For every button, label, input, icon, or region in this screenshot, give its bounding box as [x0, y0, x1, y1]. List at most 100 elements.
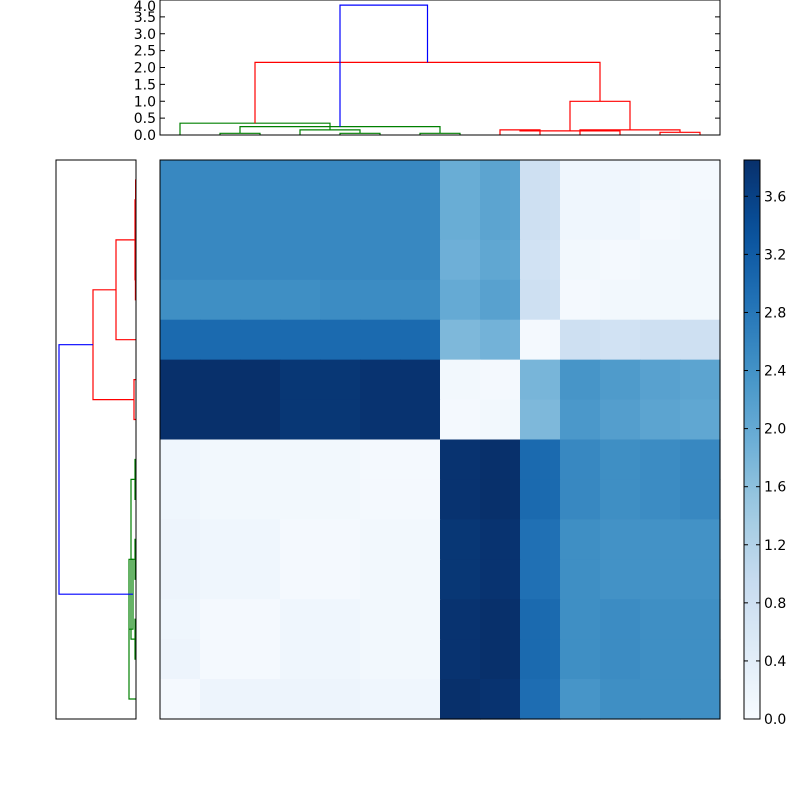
- heatmap-cell: [280, 199, 321, 241]
- heatmap-cell: [440, 239, 481, 281]
- heatmap-cell: [320, 439, 361, 481]
- heatmap-cell: [320, 199, 361, 241]
- heatmap-cell: [600, 239, 641, 281]
- heatmap-cell: [360, 199, 401, 241]
- heatmap-cell: [280, 279, 321, 321]
- left-dendrogram: [55, 159, 137, 720]
- heatmap-cell: [480, 559, 521, 600]
- heatmap-cell: [160, 559, 201, 600]
- heatmap-cell: [680, 479, 721, 520]
- heatmap-cell: [280, 559, 321, 600]
- heatmap-cell: [520, 679, 561, 720]
- heatmap: [159, 159, 721, 720]
- colorbar-ticks: 0.0 0.4 0.8 1.2 1.6 2.0 2.4 2.8 3.2 3.6: [744, 189, 786, 728]
- heatmap-cell: [160, 599, 201, 640]
- heatmap-cell: [320, 359, 361, 401]
- top-dendrogram-tick-label: 3.0: [134, 27, 156, 43]
- heatmap-cell: [160, 160, 201, 201]
- heatmap-cell: [680, 599, 721, 640]
- heatmap-cell: [320, 599, 361, 640]
- colorbar-tick-label: 0.8: [764, 596, 786, 612]
- heatmap-cell: [520, 479, 561, 520]
- heatmap-cell: [680, 279, 721, 321]
- heatmap-cell: [240, 479, 281, 520]
- heatmap-cell: [400, 519, 441, 560]
- heatmap-cell: [680, 359, 721, 401]
- heatmap-cell: [280, 239, 321, 281]
- heatmap-cell: [360, 399, 401, 441]
- heatmap-cell: [200, 279, 241, 321]
- heatmap-cell: [560, 199, 601, 241]
- heatmap-cell: [240, 359, 281, 401]
- colorbar-tick-label: 2.0: [764, 422, 786, 438]
- top-dendrogram-tick-label: 3.5: [134, 10, 156, 26]
- heatmap-cell: [200, 319, 241, 361]
- heatmap-cell: [480, 639, 521, 680]
- heatmap-cell: [520, 399, 561, 441]
- heatmap-cell: [520, 199, 561, 241]
- heatmap-cell: [400, 359, 441, 401]
- heatmap-cell: [320, 679, 361, 720]
- heatmap-cell: [600, 199, 641, 241]
- heatmap-cell: [640, 479, 681, 520]
- heatmap-cell: [400, 599, 441, 640]
- heatmap-cell: [160, 679, 201, 720]
- heatmap-cell: [320, 639, 361, 680]
- heatmap-cells: [160, 160, 721, 720]
- heatmap-cell: [480, 319, 521, 361]
- heatmap-cell: [200, 399, 241, 441]
- heatmap-cell: [440, 519, 481, 560]
- heatmap-cell: [480, 199, 521, 241]
- heatmap-cell: [480, 479, 521, 520]
- heatmap-cell: [200, 439, 241, 481]
- heatmap-cell: [440, 359, 481, 401]
- heatmap-cell: [600, 399, 641, 441]
- top-dendrogram-y-axis: 0.00.51.01.52.02.53.03.54.0: [134, 0, 720, 144]
- heatmap-cell: [560, 319, 601, 361]
- heatmap-cell: [440, 599, 481, 640]
- heatmap-cell: [480, 679, 521, 720]
- heatmap-cell: [520, 439, 561, 481]
- heatmap-cell: [680, 519, 721, 560]
- colorbar-gradient: [744, 160, 760, 719]
- heatmap-cell: [160, 439, 201, 481]
- top-dendrogram-tick-label: 2.0: [134, 61, 156, 77]
- heatmap-cell: [640, 319, 681, 361]
- heatmap-cell: [160, 359, 201, 401]
- dendrogram-link-blue: [58, 344, 133, 595]
- heatmap-cell: [400, 679, 441, 720]
- heatmap-cell: [640, 239, 681, 281]
- heatmap-cell: [560, 239, 601, 281]
- heatmap-cell: [680, 559, 721, 600]
- heatmap-cell: [440, 199, 481, 241]
- heatmap-cell: [200, 199, 241, 241]
- left-dendrogram-frame: [55, 159, 137, 720]
- top-dendrogram-tick-label: 1.0: [134, 94, 156, 110]
- heatmap-cell: [680, 199, 721, 241]
- heatmap-cell: [280, 399, 321, 441]
- heatmap-cell: [560, 679, 601, 720]
- heatmap-cell: [160, 519, 201, 560]
- heatmap-cell: [560, 519, 601, 560]
- heatmap-cell: [280, 160, 321, 201]
- heatmap-cell: [240, 239, 281, 281]
- top-dendrogram-links: [179, 4, 701, 135]
- heatmap-cell: [280, 319, 321, 361]
- heatmap-cell: [200, 479, 241, 520]
- heatmap-cell: [360, 679, 401, 720]
- heatmap-cell: [440, 399, 481, 441]
- heatmap-cell: [520, 519, 561, 560]
- heatmap-cell: [240, 599, 281, 640]
- heatmap-cell: [320, 160, 361, 201]
- heatmap-cell: [320, 399, 361, 441]
- heatmap-cell: [560, 559, 601, 600]
- heatmap-cell: [600, 559, 641, 600]
- heatmap-cell: [160, 199, 201, 241]
- top-dendrogram-tick-label: 2.5: [134, 44, 156, 60]
- heatmap-cell: [680, 239, 721, 281]
- heatmap-cell: [440, 679, 481, 720]
- heatmap-cell: [640, 519, 681, 560]
- heatmap-cell: [480, 399, 521, 441]
- heatmap-cell: [400, 479, 441, 520]
